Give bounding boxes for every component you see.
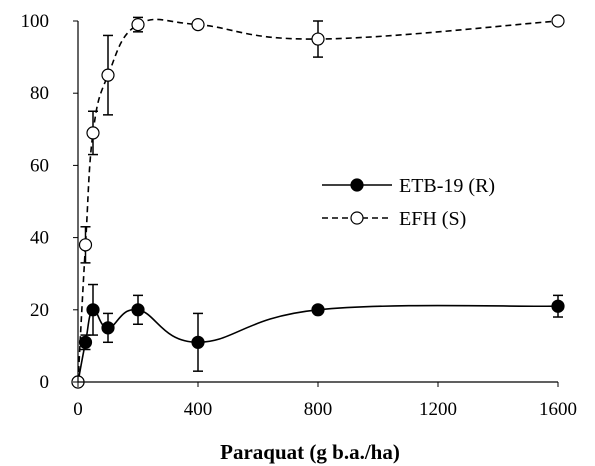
y-tick-label: 60: [30, 155, 49, 176]
series-efh-point: [191, 18, 205, 32]
y-tick-label: 100: [21, 11, 50, 32]
y-tick-label: 80: [30, 83, 49, 104]
series-etb19-point: [311, 303, 325, 317]
series-etb19-point: [86, 303, 100, 317]
series-efh-point: [78, 238, 93, 252]
legend-etb19-label: ETB-19 (R): [399, 175, 495, 197]
legend-efh-label: EFH (S): [399, 208, 466, 230]
series-efh-point: [131, 18, 145, 32]
x-axis-title: Paraquat (g b.a./ha): [220, 440, 400, 464]
series-etb19-point: [191, 335, 205, 349]
x-tick-label: 1200: [419, 399, 457, 420]
series-etb19-line: [77, 304, 559, 383]
series-efh-line: [77, 18, 559, 383]
series-efh-point: [86, 126, 100, 140]
y-tick-label: 0: [40, 372, 50, 393]
series-etb19-point: [78, 335, 93, 349]
legend-etb19-marker: [350, 178, 364, 192]
series-efh-point: [551, 14, 565, 28]
series-efh-point: [101, 68, 115, 82]
series-etb19-point: [131, 303, 145, 317]
x-tick-label: 0: [73, 399, 83, 420]
series-efh-point: [311, 32, 325, 46]
series-etb19-point: [101, 321, 115, 335]
x-tick-label: 1600: [539, 399, 577, 420]
x-tick-label: 400: [184, 399, 213, 420]
y-tick-label: 20: [30, 300, 49, 321]
legend-efh-marker: [350, 211, 364, 225]
x-tick-label: 800: [304, 399, 333, 420]
series-etb19-point: [551, 299, 565, 313]
y-tick-label: 40: [30, 228, 49, 249]
